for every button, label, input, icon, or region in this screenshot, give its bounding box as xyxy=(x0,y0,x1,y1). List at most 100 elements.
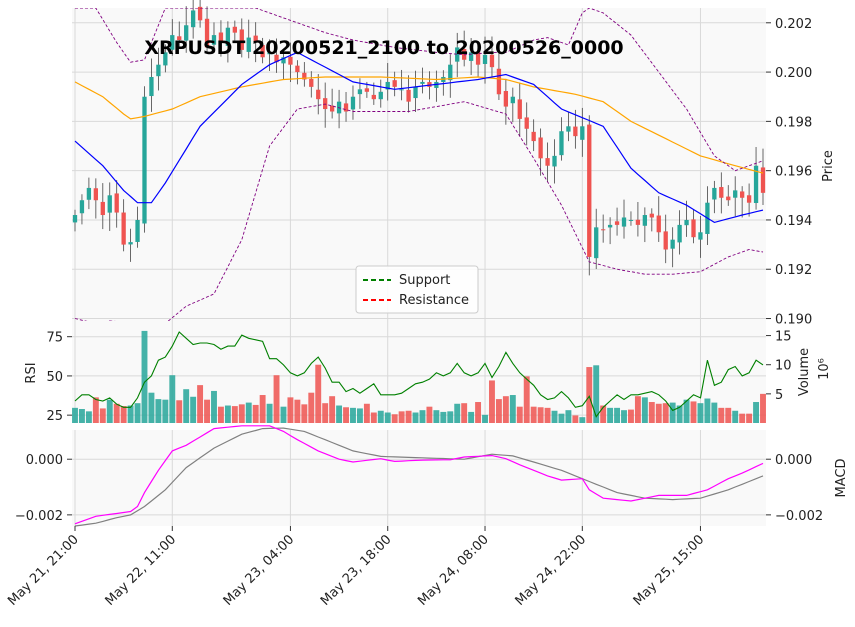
volume-bar xyxy=(600,405,607,423)
volume-bar xyxy=(711,402,718,423)
candle-body xyxy=(309,78,314,87)
macd-line xyxy=(74,425,764,525)
volume-bar xyxy=(308,392,315,423)
candle-body xyxy=(455,47,460,62)
volume-bar xyxy=(614,407,621,423)
rsi-axis-label: RSI xyxy=(24,362,39,383)
candle-body xyxy=(733,190,738,198)
candle-body xyxy=(670,239,675,249)
candle-body xyxy=(281,57,286,64)
x-tick-label: May 21, 21:00 xyxy=(5,532,82,609)
volume-bar xyxy=(447,411,454,423)
volume-bar xyxy=(662,403,669,423)
volume-bar xyxy=(509,395,516,423)
candle-body xyxy=(614,221,620,225)
candle-body xyxy=(72,215,78,223)
candle-body xyxy=(552,155,557,167)
candle-body xyxy=(149,77,154,97)
candle-body xyxy=(267,52,272,55)
volume-tick-label: 10 xyxy=(775,359,792,374)
volume-bar xyxy=(384,412,391,423)
macd-layer xyxy=(74,425,764,527)
volume-bar xyxy=(197,385,204,423)
volume-bar xyxy=(468,411,475,423)
candle-body xyxy=(399,89,404,91)
volume-bar xyxy=(377,410,384,423)
candle-body xyxy=(503,91,509,107)
macd-axis-label: MACD xyxy=(834,459,849,498)
volume-axis-label: Volume xyxy=(797,348,812,396)
volume-bar xyxy=(683,399,690,423)
candle-body xyxy=(295,65,300,73)
volume-bar xyxy=(440,411,447,423)
volume-bar xyxy=(287,397,294,423)
volume-bar xyxy=(502,396,509,423)
volume-bar xyxy=(217,406,224,423)
candle-body xyxy=(531,131,536,142)
volume-bar xyxy=(482,414,488,423)
legend-resistance-label: Resistance xyxy=(399,293,469,308)
candle-body xyxy=(566,126,571,132)
candle-body xyxy=(260,45,265,58)
volume-bar xyxy=(398,411,405,423)
candle-body xyxy=(371,94,376,100)
legend-box xyxy=(355,265,479,314)
volume-bar xyxy=(169,375,176,423)
candle-body xyxy=(190,10,196,28)
macd-signal-line xyxy=(74,427,764,527)
volume-bar xyxy=(537,407,544,423)
candle-body xyxy=(93,188,99,201)
volume-bar xyxy=(113,403,120,423)
price-layer xyxy=(72,0,766,321)
price-tick-label: 0.200 xyxy=(775,66,812,81)
volume-bar xyxy=(697,403,704,423)
volume-bar xyxy=(607,407,614,423)
candle-body xyxy=(677,224,682,243)
candle-body xyxy=(163,52,168,66)
price-tick-label: 0.196 xyxy=(775,165,812,180)
volume-bar xyxy=(690,401,697,423)
volume-bar xyxy=(92,397,99,423)
volume-bar xyxy=(489,380,495,423)
volume-bar xyxy=(551,410,558,423)
candle-body xyxy=(204,18,210,48)
volume-bar xyxy=(641,397,648,423)
bollinger-upper-line xyxy=(75,8,764,172)
macd-tick-label-left: 0.000 xyxy=(26,453,63,468)
candle-body xyxy=(601,229,606,231)
candle-body xyxy=(573,126,578,137)
candle-body xyxy=(343,103,349,112)
candle-body xyxy=(79,200,85,214)
volume-bar xyxy=(586,367,593,423)
candle-body xyxy=(114,193,119,213)
candle-body xyxy=(225,27,231,46)
candle-body xyxy=(413,86,418,99)
volume-bar xyxy=(294,399,301,423)
candle-body xyxy=(468,52,474,61)
volume-bar xyxy=(746,413,753,423)
volume-bar xyxy=(301,404,308,423)
rsi-layer xyxy=(74,331,764,418)
candle-body xyxy=(587,124,592,257)
candle-body xyxy=(392,80,397,87)
candle-body xyxy=(218,32,224,43)
candle-body xyxy=(302,72,307,80)
candle-body xyxy=(726,196,731,201)
volume-multiplier-label: 10⁶ xyxy=(817,358,832,380)
volume-bar xyxy=(523,376,530,423)
volume-bar xyxy=(495,399,502,423)
volume-bar xyxy=(461,403,468,423)
volume-bar xyxy=(593,365,600,423)
x-tick-label: May 23, 18:00 xyxy=(318,532,395,609)
x-tick-label: May 25, 15:00 xyxy=(631,532,708,609)
volume-bar xyxy=(322,403,329,423)
candle-body xyxy=(684,219,689,226)
macd-panel-bg xyxy=(72,430,766,526)
volume-bar xyxy=(120,406,127,423)
volume-bar xyxy=(190,396,197,423)
candle-body xyxy=(559,131,564,156)
volume-bar xyxy=(732,410,739,423)
candle-body xyxy=(316,89,321,100)
volume-bar xyxy=(273,375,280,423)
volume-bar xyxy=(530,406,537,423)
